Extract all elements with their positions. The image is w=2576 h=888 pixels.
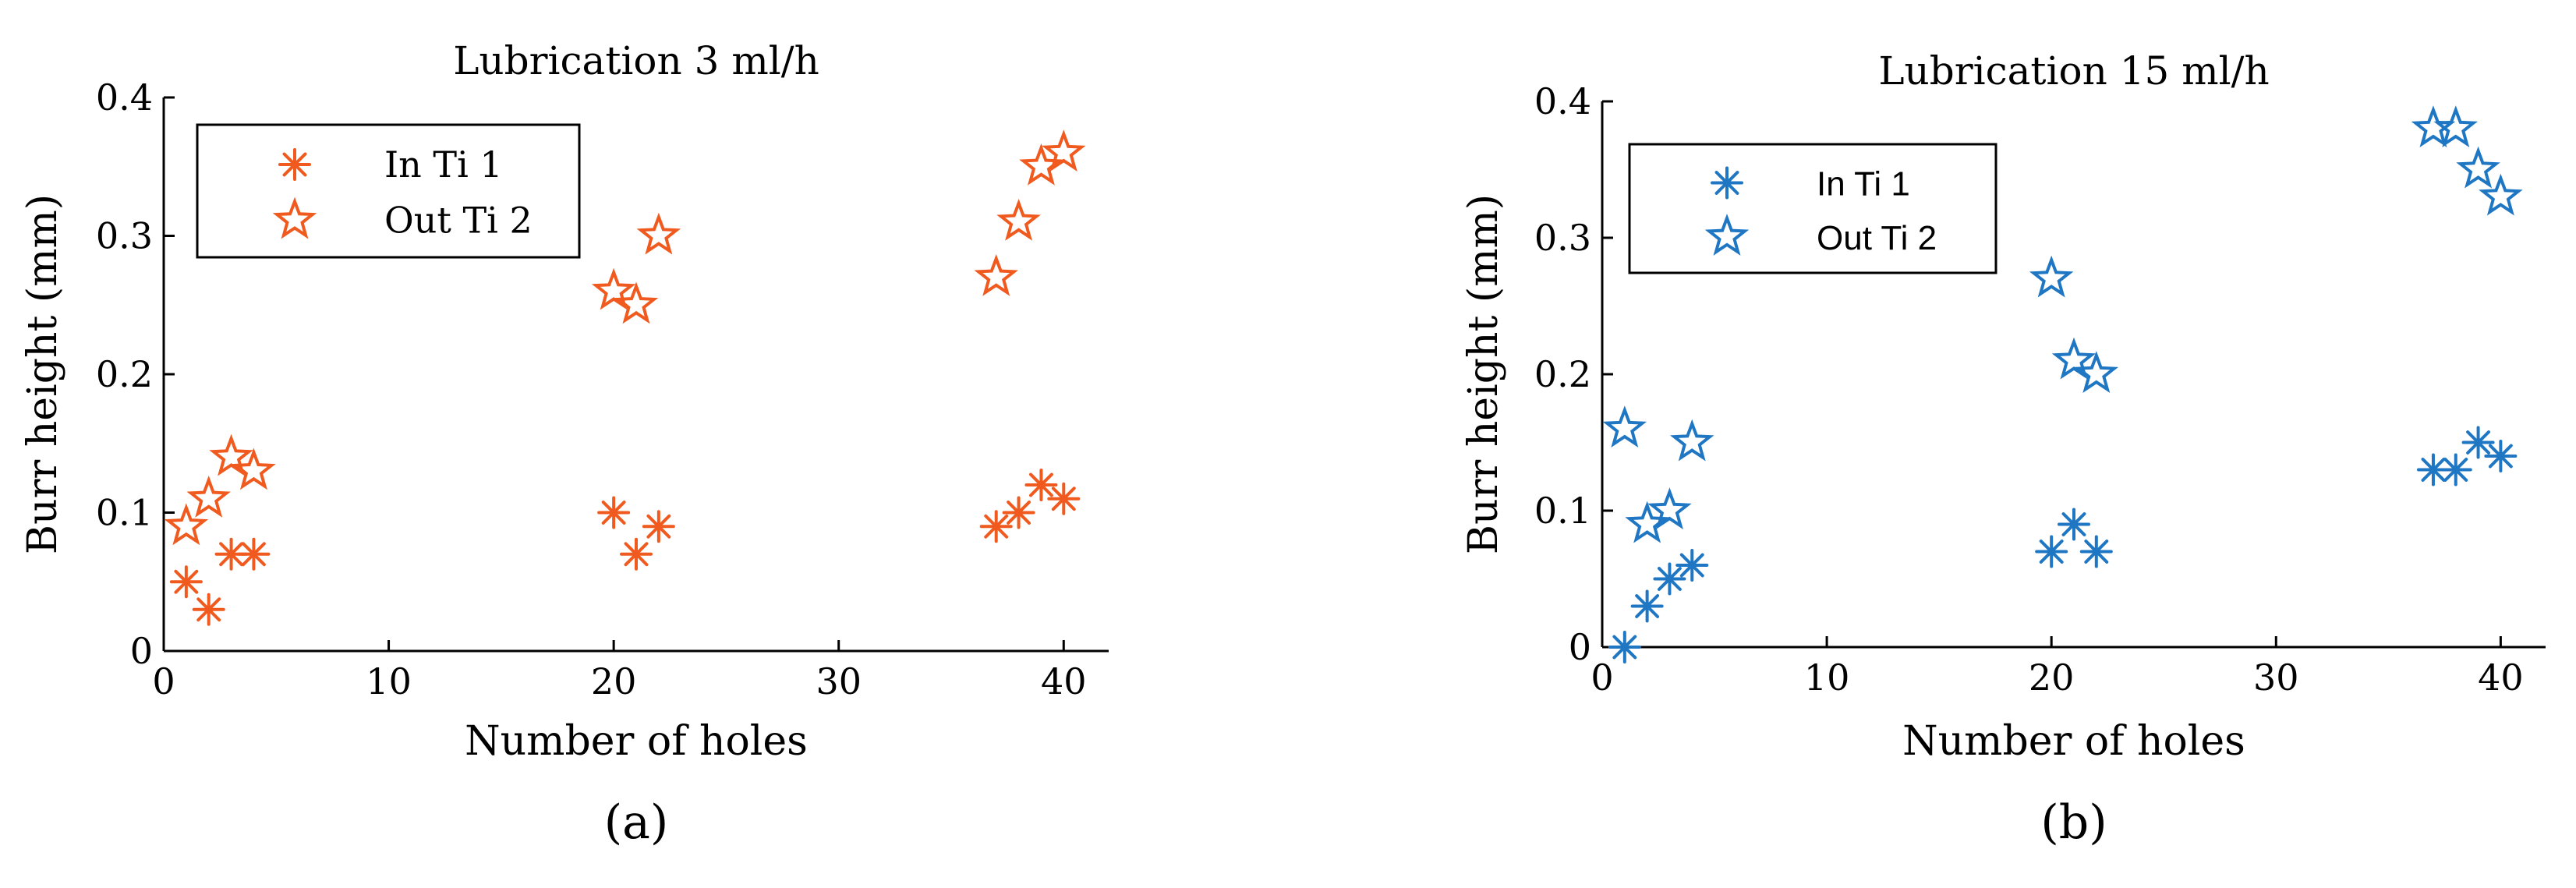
legend-marker-star: [272, 196, 317, 239]
data-point-out-ti-2: [209, 433, 253, 476]
data-point-out-ti-2: [636, 212, 681, 255]
legend-asterisk-icon: [278, 148, 311, 181]
x-tick-label: 20: [2029, 656, 2075, 699]
data-point-in-ti-1: [1024, 469, 1058, 501]
data-points: [164, 129, 1086, 626]
chart-panel-a: Lubrication 3 ml/h 0 10 20 30 40 0 0.1 0.2 0.3 0.…: [19, 38, 1109, 850]
legend-marker-asterisk: [1711, 166, 1743, 200]
y-tick-label: 0.3: [1534, 217, 1591, 259]
data-point-out-ti-2: [2074, 351, 2119, 394]
data-point-out-ti-2: [614, 281, 659, 324]
chart-title: Lubrication 15 ml/h: [1878, 48, 2269, 94]
data-point-out-ti-2: [1602, 405, 1647, 448]
x-tick-label: 30: [2253, 656, 2299, 699]
data-point-in-ti-1: [214, 537, 248, 571]
data-points: [1602, 105, 2523, 663]
legend-box: [196, 123, 581, 259]
y-tick-label: 0.4: [96, 76, 153, 119]
legend-asterisk-icon: [1711, 166, 1743, 200]
tick-group: 0 10 20 30 40 0 0.1 0.2 0.3 0.4: [1534, 80, 2524, 699]
x-axis-label: Number of holes: [1902, 718, 2245, 765]
x-tick-label: 10: [1804, 656, 1850, 699]
y-tick-label: 0.1: [96, 492, 153, 534]
data-point-in-ti-1: [620, 537, 653, 571]
legend-box: [1628, 143, 1997, 274]
panel-label-a: (a): [604, 795, 669, 850]
data-point-in-ti-1: [1608, 631, 1641, 663]
y-tick-label: 0.1: [1534, 490, 1591, 532]
x-tick-label: 40: [1041, 660, 1087, 702]
data-point-out-ti-2: [232, 448, 276, 490]
chart-panel-b: Lubrication 15 ml/h 0 10 20 30 4000.10.20.30…: [1460, 48, 2546, 850]
x-tick-label: 10: [366, 660, 412, 702]
y-tick-label: 0.2: [1534, 353, 1591, 395]
legend: In Ti 1 Out Ti 2: [1628, 143, 1997, 274]
chart-title: Lubrication 3 ml/h: [453, 38, 819, 83]
legend-star-icon: [1704, 214, 1750, 256]
data-point-in-ti-1: [642, 510, 675, 543]
data-point-in-ti-1: [1653, 562, 1686, 596]
y-axis-label: Burr height (mm): [19, 194, 66, 554]
data-point-in-ti-1: [979, 510, 1013, 543]
y-axis-label: Burr height (mm): [1460, 194, 1507, 554]
data-point-out-ti-2: [2433, 105, 2479, 148]
x-tick-label: 40: [2478, 656, 2524, 699]
data-point-in-ti-1: [1047, 482, 1081, 515]
data-point-in-ti-1: [169, 565, 203, 599]
data-point-in-ti-1: [1002, 496, 1035, 529]
data-point-in-ti-1: [237, 537, 271, 571]
y-tick-label: 0.4: [1534, 80, 1591, 122]
y-tick-label: 0.3: [96, 215, 153, 257]
data-point-out-ti-2: [2479, 173, 2523, 216]
x-tick-label: 0: [152, 660, 175, 702]
legend-label-out-ti-2: Out Ti 2: [384, 199, 533, 241]
data-point-out-ti-2: [591, 267, 636, 310]
data-point-out-ti-2: [1042, 129, 1086, 172]
panel-label-b: (b): [2040, 795, 2107, 850]
x-tick-label: 30: [816, 660, 862, 702]
data-point-in-ti-1: [2484, 440, 2518, 472]
legend-label-in-ti-1: In Ti 1: [384, 143, 503, 186]
legend-label-out-ti-2: Out Ti 2: [1817, 219, 1937, 257]
data-point-in-ti-1: [2079, 535, 2113, 568]
data-point-out-ti-2: [2456, 146, 2500, 189]
data-point-out-ti-2: [2051, 337, 2097, 380]
legend-marker-asterisk: [278, 148, 311, 181]
y-tick-label: 0: [130, 630, 153, 672]
legend-star-icon: [272, 196, 317, 239]
tick-group: 0 10 20 30 40 0 0.1 0.2 0.3 0.4: [96, 76, 1087, 702]
data-point-out-ti-2: [164, 503, 209, 546]
legend-label-in-ti-1: In Ti 1: [1817, 165, 1910, 203]
data-point-in-ti-1: [2439, 453, 2472, 486]
data-point-in-ti-1: [597, 496, 631, 529]
data-point-in-ti-1: [1630, 589, 1664, 623]
x-tick-label: 0: [1591, 656, 1613, 699]
data-point-out-ti-2: [1647, 487, 1692, 530]
legend: In Ti 1 Out Ti 2: [196, 123, 581, 259]
data-point-in-ti-1: [2058, 508, 2090, 541]
data-point-out-ti-2: [974, 254, 1018, 296]
x-axis-label: Number of holes: [465, 718, 808, 765]
data-point-in-ti-1: [2035, 535, 2068, 568]
data-point-in-ti-1: [192, 593, 225, 626]
data-point-out-ti-2: [186, 476, 231, 518]
data-point-out-ti-2: [996, 199, 1041, 241]
y-tick-label: 0.2: [96, 353, 153, 395]
data-point-out-ti-2: [1669, 419, 1714, 462]
data-point-in-ti-1: [1675, 549, 1709, 582]
legend-marker-star: [1704, 214, 1750, 256]
data-point-out-ti-2: [2029, 255, 2074, 298]
y-tick-label: 0: [1569, 626, 1591, 668]
data-point-in-ti-1: [2461, 426, 2495, 459]
x-tick-label: 20: [591, 660, 637, 702]
